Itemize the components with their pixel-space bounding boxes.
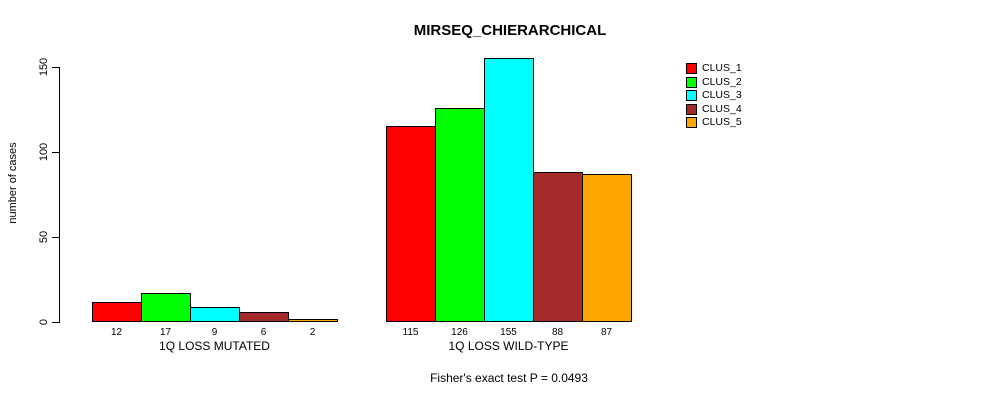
legend-item: CLUS_4 bbox=[686, 102, 742, 116]
y-tick bbox=[52, 67, 59, 68]
bar-value-label: 126 bbox=[451, 327, 468, 338]
bar bbox=[239, 312, 289, 322]
bar-value-label: 155 bbox=[500, 327, 517, 338]
legend-item: CLUS_1 bbox=[686, 62, 742, 75]
chart-title: MIRSEQ_CHIERARCHICAL bbox=[413, 22, 607, 39]
bar-value-label: 2 bbox=[309, 327, 316, 338]
bar bbox=[533, 172, 583, 322]
legend-item: CLUS_3 bbox=[686, 89, 742, 102]
bar-value-label: 9 bbox=[211, 327, 218, 338]
legend-swatch bbox=[686, 63, 697, 75]
bar-value-label: 12 bbox=[110, 327, 123, 338]
y-tick-label: 0 bbox=[38, 318, 50, 326]
y-tick bbox=[52, 322, 59, 323]
y-axis-line bbox=[59, 67, 60, 323]
y-tick bbox=[52, 237, 59, 238]
group-label: 1Q LOSS WILD-TYPE bbox=[448, 339, 569, 353]
legend-swatch bbox=[686, 103, 697, 115]
bar bbox=[141, 293, 191, 322]
y-tick-label: 50 bbox=[38, 230, 50, 244]
bar-value-label: 6 bbox=[260, 327, 267, 338]
y-tick bbox=[52, 152, 59, 153]
legend-label: CLUS_3 bbox=[702, 89, 742, 101]
y-tick-label: 150 bbox=[38, 57, 50, 77]
group-label: 1Q LOSS MUTATED bbox=[159, 339, 270, 353]
bar bbox=[190, 307, 240, 322]
legend-swatch bbox=[686, 90, 697, 102]
annotation-text: Fisher's exact test P = 0.0493 bbox=[430, 371, 588, 385]
legend-label: CLUS_2 bbox=[702, 75, 742, 88]
bar-value-label: 17 bbox=[159, 327, 172, 338]
legend: CLUS_1 CLUS_2 CLUS_3 CLUS_4 CLUS_5 bbox=[686, 62, 742, 131]
legend-label: CLUS_1 bbox=[702, 62, 742, 74]
bar bbox=[386, 126, 436, 322]
bar-value-label: 87 bbox=[600, 327, 613, 338]
bar bbox=[288, 319, 338, 322]
bar bbox=[92, 302, 142, 322]
y-tick-label: 100 bbox=[38, 142, 50, 162]
bar-value-label: 115 bbox=[402, 327, 419, 338]
y-axis-label: number of cases bbox=[7, 142, 19, 224]
bar bbox=[435, 108, 485, 322]
legend-label: CLUS_4 bbox=[702, 102, 742, 115]
legend-label: CLUS_5 bbox=[702, 116, 742, 128]
legend-swatch bbox=[686, 117, 697, 129]
bar bbox=[582, 174, 632, 322]
legend-item: CLUS_2 bbox=[686, 75, 742, 89]
legend-item: CLUS_5 bbox=[686, 116, 742, 129]
bar-value-label: 88 bbox=[551, 327, 564, 338]
legend-swatch bbox=[686, 76, 697, 88]
bar bbox=[484, 58, 534, 322]
